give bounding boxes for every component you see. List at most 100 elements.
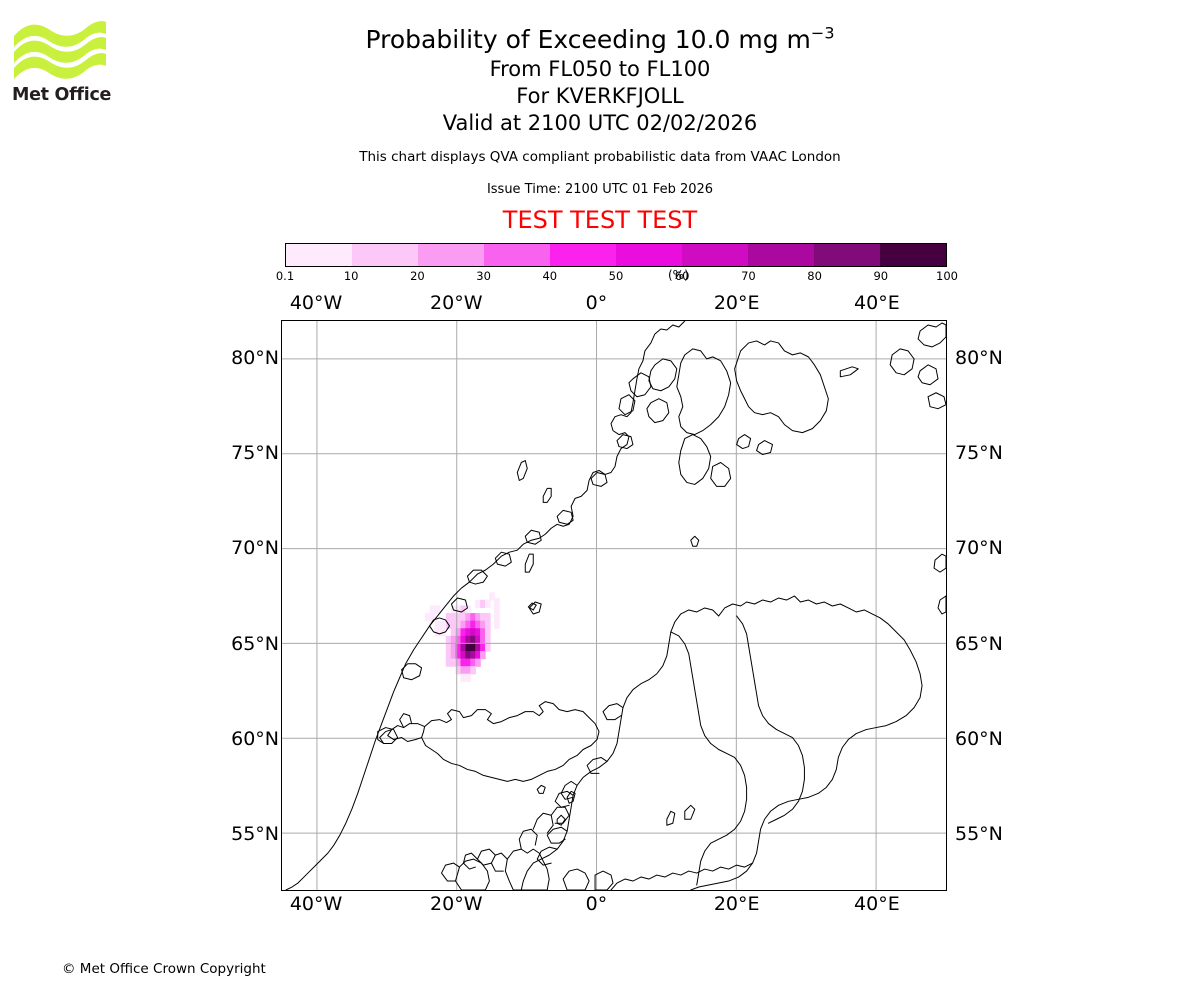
ash-cell	[445, 643, 452, 652]
colorbar-tick-10: 10	[343, 269, 359, 283]
ash-cell	[465, 613, 472, 622]
ash-cell	[484, 628, 491, 637]
ash-cell	[445, 613, 452, 622]
flight-level-subtitle: From FL050 to FL100	[489, 57, 711, 81]
volcano-subtitle: For KVERKFJOLL	[516, 84, 684, 108]
ash-cell	[445, 651, 452, 660]
colorbar-tick-40: 40	[542, 269, 558, 283]
ash-cell	[460, 666, 467, 675]
ash-cell	[480, 599, 486, 608]
ash-cell	[475, 635, 481, 645]
ash-cell	[465, 658, 472, 667]
longitude-label-top-20°W: 20°W	[430, 292, 483, 314]
coastline-layer	[285, 321, 946, 890]
qva-note: This chart displays QVA compliant probab…	[359, 149, 841, 165]
longitude-labels-top: 40°W 20°W 0° 20°E 40°E	[0, 292, 1200, 314]
latitude-label-left-80°N: 80°N	[231, 347, 279, 370]
ash-cell	[480, 620, 486, 629]
ash-cell	[475, 613, 481, 622]
colorbar-band-1	[352, 244, 418, 266]
ash-cell	[434, 605, 441, 614]
colorbar-band-4	[550, 244, 616, 266]
ash-cell	[475, 658, 481, 667]
ash-cell	[480, 628, 486, 637]
ash-cell	[460, 613, 467, 622]
longitude-label-bottom-40°E: 40°E	[854, 893, 900, 915]
longitude-label-bottom-20°W: 20°W	[430, 893, 483, 915]
longitude-label-bottom-0°: 0°	[585, 893, 608, 915]
page-title: Probability of Exceeding 10.0 mg m−3	[0, 24, 1200, 56]
ash-cell	[424, 613, 431, 622]
ash-cell	[470, 628, 476, 637]
ash-cell	[494, 605, 500, 614]
chart-titles: Probability of Exceeding 10.0 mg m−3 Fro…	[0, 24, 1200, 234]
issue-time: Issue Time: 2100 UTC 01 Feb 2026	[486, 182, 714, 197]
ash-cell	[450, 613, 457, 622]
ash-cell	[455, 635, 462, 645]
colorbar-band-2	[418, 244, 484, 266]
ash-cell	[450, 628, 457, 637]
ash-cell	[455, 643, 462, 652]
colorbar-tick-60: 60	[674, 269, 690, 283]
colorbar-band-6	[682, 244, 748, 266]
latitude-label-left-65°N: 65°N	[231, 632, 279, 655]
colorbar-band-9	[880, 244, 946, 266]
ash-cell	[475, 651, 481, 660]
ash-cell	[470, 658, 476, 667]
ash-cell	[460, 635, 467, 645]
colorbar-tick-0.1: 0.1	[275, 269, 295, 283]
map-svg	[282, 321, 946, 890]
latitude-label-right-65°N: 65°N	[955, 632, 1003, 655]
ash-cell	[480, 635, 486, 645]
colorbar-tick-80: 80	[807, 269, 822, 283]
ash-cell	[484, 635, 491, 645]
ash-cell	[470, 651, 476, 660]
ash-cell	[439, 628, 446, 637]
met-office-wave-logo-icon	[14, 21, 106, 79]
ash-cell	[465, 643, 472, 652]
probability-colorbar: 0.1 10 20 30 40 50 60 70 80 90 100	[276, 243, 958, 285]
latitude-label-left-55°N: 55°N	[231, 822, 279, 845]
ash-cell	[460, 620, 467, 629]
ash-cell	[470, 643, 476, 652]
ash-cell	[460, 643, 467, 652]
graticule-layer	[282, 321, 946, 890]
latitude-label-right-55°N: 55°N	[955, 822, 1003, 845]
colorbar-unit-label: (%)	[668, 268, 689, 282]
ash-cell	[484, 643, 491, 652]
ash-cell	[475, 620, 481, 629]
colorbar-tick-30: 30	[476, 269, 491, 283]
title-text: Probability of Exceeding 10.0 mg m	[365, 25, 811, 54]
ash-cell	[484, 620, 491, 629]
ash-cell	[450, 643, 457, 652]
ash-cell	[450, 658, 457, 667]
ash-cell	[465, 673, 472, 682]
colorbar-tick-50: 50	[608, 269, 624, 283]
ash-cell	[465, 620, 472, 629]
ash-cell	[470, 620, 476, 629]
ash-cell	[445, 635, 452, 645]
colorbar-band-3	[484, 244, 550, 266]
map-panel[interactable]	[281, 320, 947, 891]
ash-cell	[455, 658, 462, 667]
ash-cell	[494, 613, 500, 622]
met-office-logo: Met Office	[12, 18, 112, 105]
ash-cell	[434, 628, 441, 637]
ash-cell	[465, 651, 472, 660]
ash-cell	[494, 620, 500, 629]
ash-cell	[439, 620, 446, 629]
ash-cell	[455, 628, 462, 637]
ash-cell	[475, 599, 481, 608]
ash-cell	[455, 651, 462, 660]
ash-cell	[470, 613, 476, 622]
test-banner: TEST TEST TEST	[502, 206, 698, 234]
latitude-label-right-60°N: 60°N	[955, 727, 1003, 750]
colorbar-band-8	[814, 244, 880, 266]
colorbar-gradient	[285, 243, 947, 267]
latitude-label-left-75°N: 75°N	[231, 442, 279, 465]
longitude-label-top-20°E: 20°E	[713, 292, 760, 314]
ash-cell	[460, 628, 467, 637]
colorbar-band-0	[286, 244, 352, 266]
latitude-label-right-80°N: 80°N	[955, 347, 1003, 370]
